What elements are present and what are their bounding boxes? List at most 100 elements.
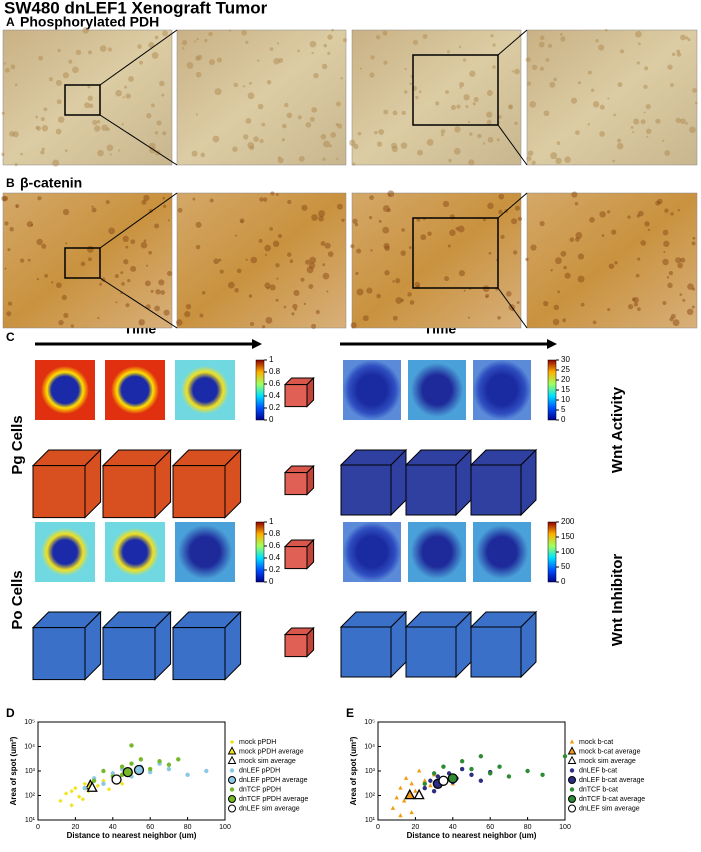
- cell: [94, 125, 101, 132]
- cell: [15, 203, 20, 209]
- zoom-line: [497, 29, 528, 56]
- cell: [574, 202, 579, 206]
- point: [110, 771, 116, 776]
- cell: [486, 119, 492, 125]
- cell: [91, 207, 97, 213]
- cell: [154, 131, 159, 135]
- cell: [43, 107, 48, 112]
- cube-face: [284, 634, 308, 658]
- point: [101, 778, 106, 783]
- point: [431, 788, 437, 794]
- legend-marker: [229, 739, 235, 745]
- cell: [12, 131, 19, 138]
- cell: [592, 101, 600, 108]
- cell: [473, 96, 479, 103]
- cell: [459, 86, 462, 89]
- cell: [647, 228, 651, 231]
- cell: [607, 97, 610, 100]
- cell: [176, 319, 183, 326]
- cube-face: [284, 384, 308, 408]
- cell: [497, 114, 502, 119]
- cell: [408, 246, 412, 250]
- heatmap: [408, 360, 466, 420]
- cell: [555, 157, 562, 165]
- cell: [212, 135, 220, 143]
- cell: [62, 72, 70, 79]
- cell: [99, 282, 103, 286]
- point: [69, 803, 74, 808]
- cell: [426, 138, 434, 146]
- cell: [676, 52, 682, 57]
- legend-label: dnLEF sim average: [239, 805, 300, 812]
- cell: [447, 244, 451, 248]
- colorbar-tick-label: 0.8: [269, 529, 281, 538]
- cell: [526, 155, 532, 162]
- cell: [527, 81, 532, 86]
- cell: [96, 120, 101, 124]
- cell: [195, 55, 201, 61]
- cell: [145, 280, 151, 287]
- colorbar-tick-label: 0.6: [269, 379, 281, 388]
- x-axis-label: Distance to nearest neighbor (um): [67, 831, 197, 840]
- legend-marker: [569, 768, 575, 773]
- point: [459, 766, 465, 772]
- cell: [195, 221, 202, 228]
- y-tick-label: 10⁴: [24, 743, 35, 750]
- cell: [41, 125, 49, 132]
- point: [80, 797, 86, 802]
- cell: [687, 38, 691, 42]
- cell: [370, 55, 375, 60]
- y-tick-label: 10⁴: [364, 743, 375, 750]
- cell: [599, 104, 605, 110]
- cell: [691, 287, 696, 291]
- heatmap: [343, 522, 401, 582]
- heatmap: [175, 522, 235, 582]
- cell: [269, 227, 273, 231]
- cell: [300, 277, 305, 282]
- point: [166, 766, 172, 772]
- cell: [298, 155, 305, 162]
- point: [441, 764, 446, 769]
- cell: [587, 123, 590, 126]
- cell: [617, 82, 623, 88]
- cell: [326, 290, 329, 293]
- cell: [682, 298, 686, 302]
- cell: [323, 140, 330, 148]
- cell: [354, 222, 359, 227]
- cell: [664, 150, 671, 156]
- cell: [564, 156, 571, 164]
- colorbar-tick-label: 100: [561, 547, 575, 556]
- cell: [120, 271, 124, 275]
- cell: [323, 43, 328, 48]
- heatmap: [175, 360, 235, 420]
- cell: [415, 95, 419, 100]
- cell: [44, 273, 48, 278]
- cell: [539, 220, 545, 227]
- colorbar-tick-label: 0.2: [269, 403, 281, 412]
- cell: [243, 134, 249, 140]
- cell: [213, 258, 219, 265]
- cell: [148, 41, 155, 49]
- cell: [330, 132, 337, 138]
- cell: [35, 115, 39, 119]
- cell: [208, 31, 213, 37]
- point: [398, 785, 403, 790]
- point: [122, 766, 133, 778]
- cell: [192, 197, 196, 201]
- legend-marker: [227, 746, 237, 755]
- legend-marker: [568, 795, 576, 803]
- cell: [247, 92, 255, 100]
- cell: [301, 204, 308, 211]
- colorbar-tick-label: 0.6: [269, 541, 281, 550]
- cell: [166, 270, 173, 277]
- cell: [261, 122, 266, 127]
- cell: [353, 143, 359, 150]
- point: [469, 772, 474, 777]
- cell: [156, 120, 162, 126]
- cell: [97, 317, 100, 320]
- legend-marker: [567, 755, 577, 764]
- cell: [462, 58, 467, 62]
- point: [540, 772, 545, 777]
- cell: [282, 123, 287, 129]
- cell: [508, 104, 514, 110]
